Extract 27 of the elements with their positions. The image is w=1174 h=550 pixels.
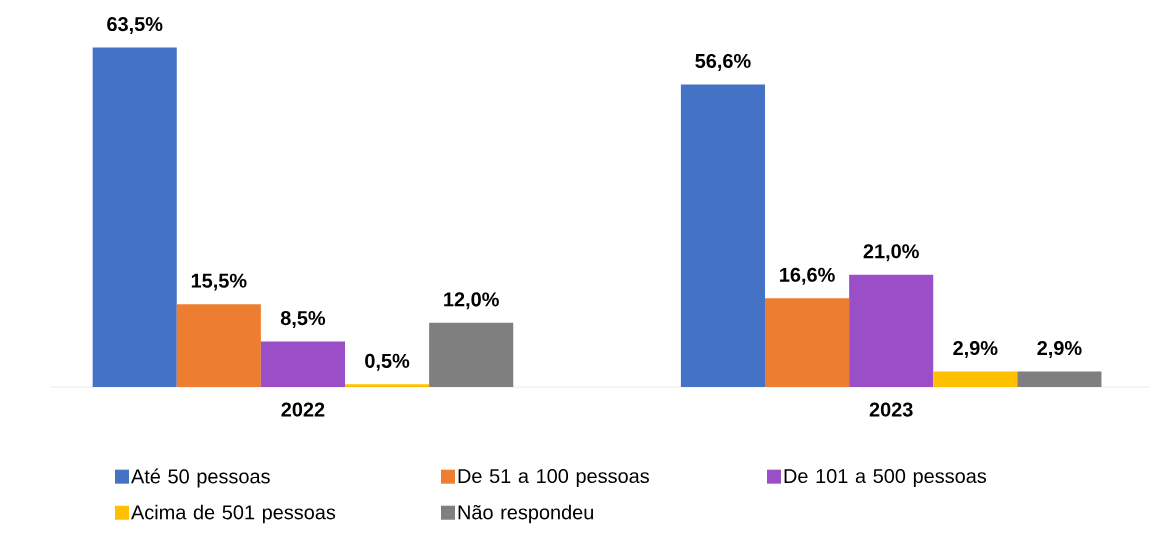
bar [176,304,261,387]
bar [849,274,934,387]
bar [429,322,514,387]
legend-label: Não respondeu [458,504,593,524]
bar [345,384,430,387]
legend-label: De 101 a 500 pessoas [784,468,987,488]
legend-label: Acima de 501 pessoas [131,504,336,524]
data-label: 12,0% [444,292,499,310]
bar [680,84,766,387]
data-label: 56,6% [695,53,751,71]
bar [765,298,850,387]
x-tick-label: 2023 [869,402,913,417]
data-label: 15,5% [191,273,247,291]
legend-label: De 51 a 100 pessoas [458,468,649,488]
data-label: 21,0% [863,244,919,262]
data-label: 2,9% [953,340,998,358]
bar [933,371,1018,387]
data-label: 63,5% [107,17,163,34]
data-label: 2,9% [1037,340,1082,358]
data-label: 16,6% [780,267,835,285]
data-label: 8,5% [280,311,326,329]
bar [1017,371,1102,387]
legend-label: Até 50 pessoas [131,468,270,488]
bar [260,341,345,387]
data-label: 0,5% [365,353,410,371]
bar [92,47,177,387]
x-tick-label: 2022 [281,402,325,417]
